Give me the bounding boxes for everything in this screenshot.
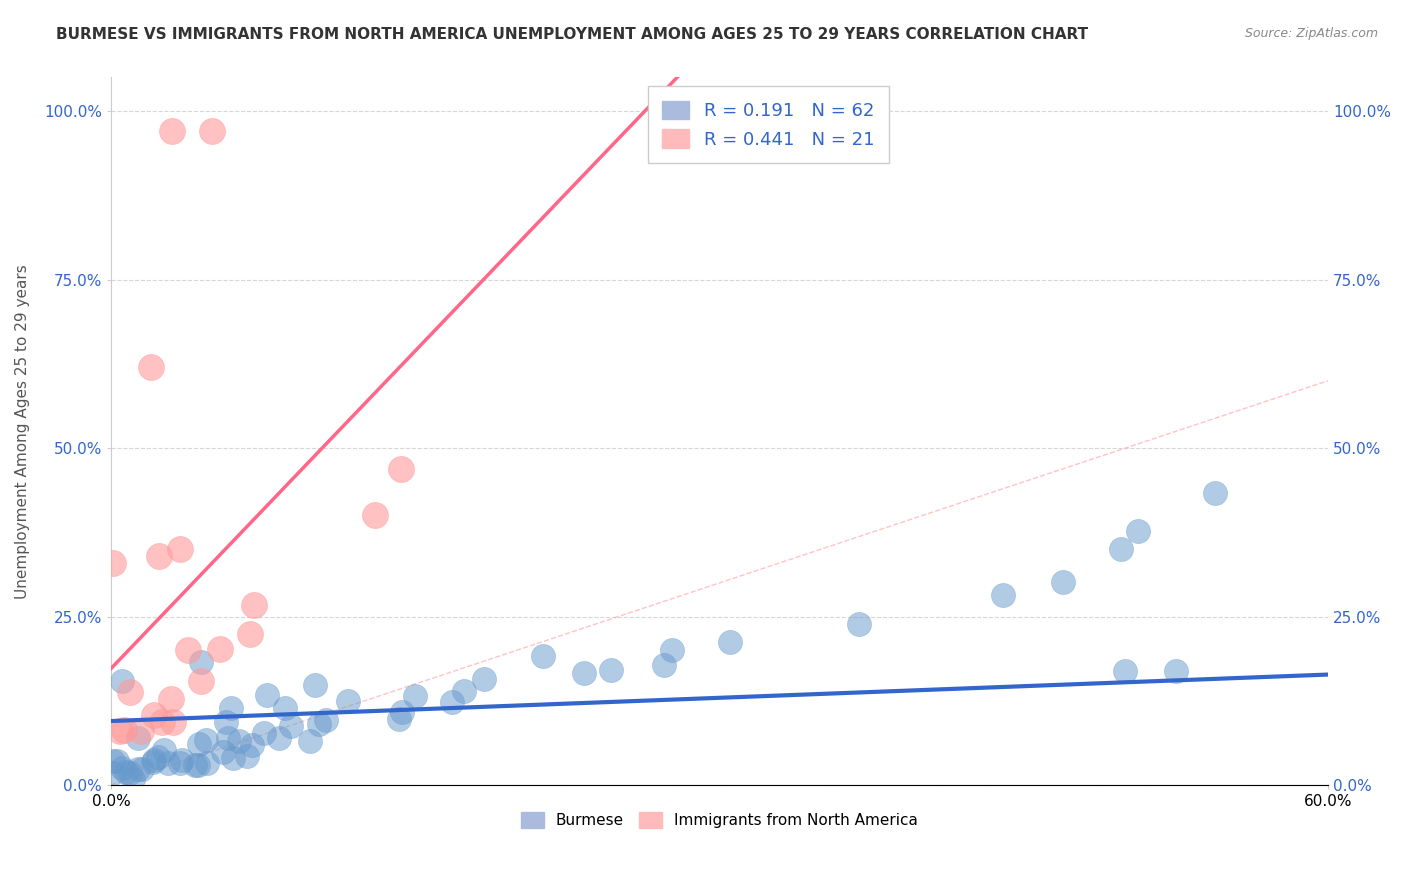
Legend: Burmese, Immigrants from North America: Burmese, Immigrants from North America	[515, 805, 924, 834]
Point	[217, 731, 239, 746]
Point	[228, 733, 250, 747]
Point	[215, 714, 238, 729]
Point	[160, 692, 183, 706]
Point	[1052, 575, 1074, 590]
Point	[404, 689, 426, 703]
Point	[190, 673, 212, 688]
Point	[389, 462, 412, 476]
Y-axis label: Unemployment Among Ages 25 to 29 years: Unemployment Among Ages 25 to 29 years	[15, 264, 30, 599]
Point	[388, 713, 411, 727]
Point	[141, 360, 163, 375]
Point	[391, 706, 413, 720]
Point	[1109, 542, 1132, 557]
Point	[1126, 524, 1149, 538]
Point	[453, 684, 475, 698]
Point	[440, 695, 463, 709]
Point	[105, 754, 128, 768]
Point	[142, 755, 165, 769]
Point	[211, 745, 233, 759]
Point	[236, 748, 259, 763]
Point	[187, 737, 209, 751]
Point	[148, 549, 170, 563]
Point	[170, 753, 193, 767]
Point	[169, 542, 191, 557]
Point	[146, 749, 169, 764]
Point	[129, 724, 152, 739]
Point	[187, 758, 209, 772]
Point	[308, 717, 330, 731]
Point	[197, 756, 219, 770]
Point	[190, 655, 212, 669]
Point	[112, 723, 135, 737]
Point	[184, 758, 207, 772]
Point	[143, 753, 166, 767]
Point	[240, 738, 263, 752]
Point	[143, 707, 166, 722]
Point	[572, 666, 595, 681]
Point	[195, 733, 218, 747]
Text: Source: ZipAtlas.com: Source: ZipAtlas.com	[1244, 27, 1378, 40]
Point	[127, 762, 149, 776]
Point	[274, 701, 297, 715]
Point	[103, 754, 125, 768]
Point	[111, 673, 134, 688]
Point	[654, 657, 676, 672]
Point	[160, 124, 183, 138]
Point	[111, 761, 134, 775]
Point	[1204, 486, 1226, 500]
Text: BURMESE VS IMMIGRANTS FROM NORTH AMERICA UNEMPLOYMENT AMONG AGES 25 TO 29 YEARS : BURMESE VS IMMIGRANTS FROM NORTH AMERICA…	[56, 27, 1088, 42]
Point	[364, 508, 387, 522]
Point	[304, 678, 326, 692]
Point	[600, 663, 623, 677]
Point	[118, 766, 141, 780]
Point	[114, 764, 136, 779]
Point	[209, 642, 232, 657]
Point	[336, 694, 359, 708]
Point	[131, 762, 153, 776]
Point	[101, 766, 124, 780]
Point	[150, 715, 173, 730]
Point	[101, 556, 124, 570]
Point	[280, 719, 302, 733]
Point	[1114, 664, 1136, 678]
Point	[718, 635, 741, 649]
Point	[267, 731, 290, 745]
Point	[252, 726, 274, 740]
Point	[108, 723, 131, 738]
Point	[156, 756, 179, 771]
Point	[162, 714, 184, 729]
Point	[122, 772, 145, 787]
Point	[299, 734, 322, 748]
Point	[848, 616, 870, 631]
Point	[177, 643, 200, 657]
Point	[219, 701, 242, 715]
Point	[256, 689, 278, 703]
Point	[531, 648, 554, 663]
Point	[315, 713, 337, 727]
Point	[472, 672, 495, 686]
Point	[222, 751, 245, 765]
Point	[127, 731, 149, 746]
Point	[120, 685, 142, 699]
Point	[243, 599, 266, 613]
Point	[152, 743, 174, 757]
Point	[201, 124, 224, 138]
Point	[1164, 664, 1187, 678]
Point	[169, 756, 191, 770]
Point	[991, 589, 1014, 603]
Point	[239, 627, 262, 641]
Point	[661, 643, 683, 657]
